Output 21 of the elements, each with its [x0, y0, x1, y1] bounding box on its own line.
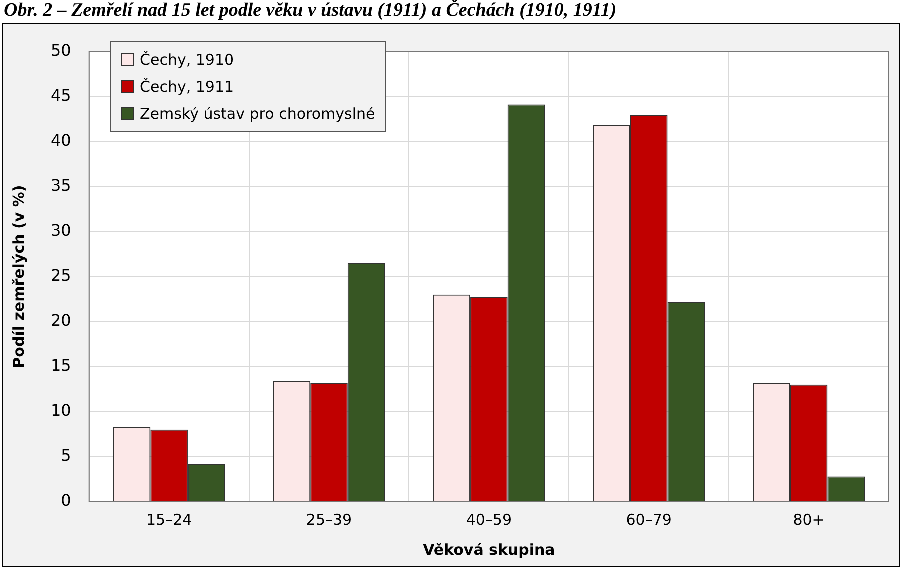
y-tick-label: 20 [51, 310, 72, 330]
legend-label: Čechy, 1911 [140, 78, 234, 96]
x-tick-label: 40–59 [466, 510, 512, 529]
y-tick-label: 25 [51, 266, 72, 285]
legend-label: Zemský ústav pro choromyslné [140, 104, 376, 122]
x-tick-label: 60–79 [626, 510, 672, 529]
x-tick-label: 80+ [793, 510, 825, 529]
y-tick-label: 15 [51, 356, 72, 376]
y-tick-label: 45 [51, 86, 72, 105]
legend-label: Čechy, 1910 [140, 50, 234, 68]
x-axis-title: Věková skupina [423, 540, 556, 559]
y-tick-label: 0 [61, 491, 72, 510]
y-tick-label: 40 [51, 130, 72, 150]
y-axis-title: Podíl zemřelých (v %) [10, 185, 28, 368]
y-tick-label: 10 [51, 401, 72, 420]
y-tick-label: 50 [51, 40, 72, 60]
y-tick-label: 5 [61, 446, 72, 466]
x-tick-label: 25–39 [306, 510, 352, 529]
y-tick-label: 30 [51, 220, 72, 240]
y-tick-label: 35 [51, 176, 72, 195]
x-tick-label: 15–24 [146, 510, 192, 529]
